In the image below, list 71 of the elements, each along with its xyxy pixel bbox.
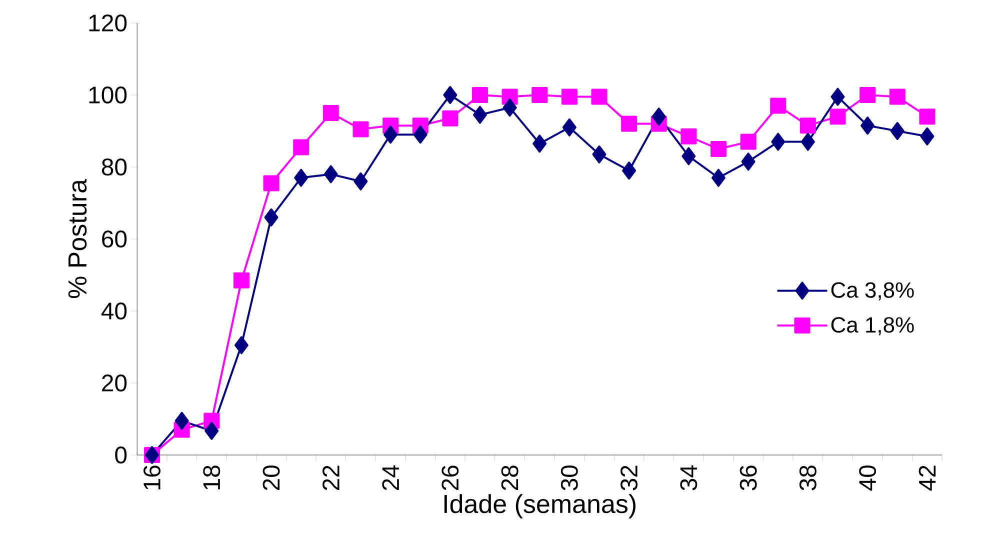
x-tick-label: 38 bbox=[799, 466, 816, 490]
x-tick-label: 34 bbox=[680, 465, 698, 490]
y-tick-label: 120 bbox=[89, 14, 127, 32]
point bbox=[472, 106, 487, 124]
x-tick-label: 16 bbox=[144, 466, 160, 490]
point bbox=[591, 88, 608, 105]
point bbox=[324, 165, 338, 184]
point bbox=[443, 86, 458, 104]
point bbox=[652, 108, 666, 126]
point bbox=[263, 175, 280, 192]
y-tick-label: 100 bbox=[89, 86, 127, 104]
point bbox=[889, 88, 906, 105]
point bbox=[174, 412, 189, 430]
point bbox=[532, 134, 547, 153]
x-tick-label: 18 bbox=[203, 466, 220, 490]
point bbox=[800, 132, 815, 151]
point bbox=[502, 98, 517, 117]
x-tick-label: 22 bbox=[322, 466, 340, 490]
point bbox=[770, 98, 786, 114]
x-tick-label: 26 bbox=[442, 466, 459, 490]
point bbox=[234, 336, 248, 354]
y-tick-label: 0 bbox=[115, 446, 127, 464]
x-tick-label: 20 bbox=[262, 465, 280, 490]
point bbox=[711, 168, 726, 187]
point bbox=[204, 422, 219, 440]
point bbox=[622, 162, 636, 180]
point bbox=[621, 116, 638, 132]
y-axis-title: % Postura bbox=[68, 179, 87, 298]
y-tick-label: 40 bbox=[101, 302, 127, 320]
x-tick-label: 36 bbox=[740, 466, 757, 490]
point bbox=[562, 118, 576, 136]
point bbox=[741, 152, 756, 171]
point bbox=[352, 121, 369, 138]
point bbox=[740, 134, 756, 150]
point bbox=[682, 147, 696, 166]
y-tick-label: 60 bbox=[102, 230, 127, 248]
point bbox=[830, 108, 846, 125]
point bbox=[442, 110, 458, 126]
point bbox=[771, 132, 786, 151]
x-tick-label: 28 bbox=[501, 466, 518, 490]
x-tick-label: 30 bbox=[560, 465, 578, 490]
legend-label: Ca 3,8% bbox=[831, 282, 914, 300]
point bbox=[860, 116, 875, 135]
point bbox=[294, 168, 308, 187]
x-tick-label: 32 bbox=[620, 466, 638, 490]
point bbox=[293, 139, 310, 156]
point bbox=[800, 118, 816, 134]
x-axis-title: Idade (semanas) bbox=[444, 494, 636, 518]
point bbox=[233, 272, 250, 288]
point bbox=[384, 126, 398, 144]
legend-label: Ca 1,8% bbox=[831, 317, 914, 336]
point bbox=[354, 172, 368, 190]
point bbox=[592, 145, 606, 164]
point bbox=[710, 141, 726, 157]
x-tick-label: 40 bbox=[859, 465, 876, 491]
point bbox=[561, 88, 578, 105]
point bbox=[472, 87, 488, 103]
point bbox=[890, 122, 904, 140]
point bbox=[830, 88, 845, 106]
y-tick-label: 80 bbox=[102, 158, 127, 176]
point bbox=[920, 127, 934, 146]
point bbox=[264, 208, 278, 226]
point bbox=[860, 87, 876, 103]
x-tick-label: 42 bbox=[918, 466, 936, 491]
y-tick-label: 20 bbox=[102, 374, 127, 392]
point bbox=[322, 105, 339, 121]
point bbox=[413, 126, 428, 144]
x-tick-label: 24 bbox=[382, 465, 399, 490]
point bbox=[680, 128, 697, 144]
point bbox=[532, 87, 548, 103]
point bbox=[919, 108, 936, 125]
